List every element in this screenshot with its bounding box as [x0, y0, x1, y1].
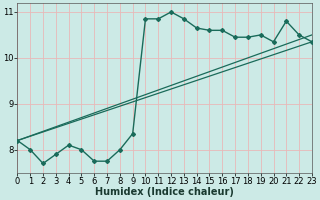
X-axis label: Humidex (Indice chaleur): Humidex (Indice chaleur) [95, 187, 234, 197]
